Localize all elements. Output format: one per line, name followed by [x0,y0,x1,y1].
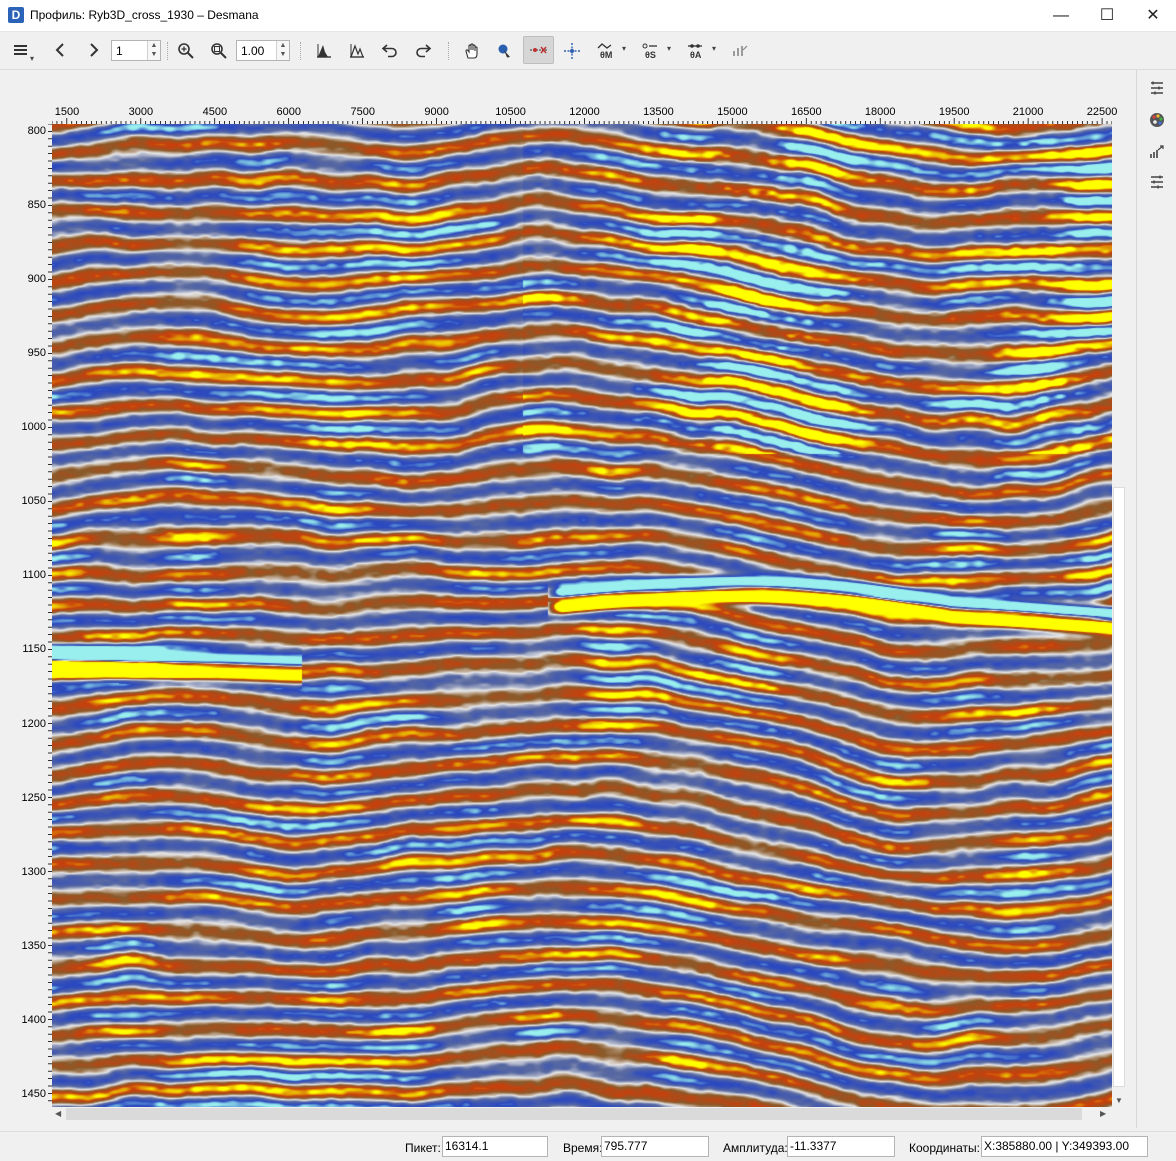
x-tick-label: 10500 [495,106,526,118]
x-tick-label: 7500 [350,106,375,118]
layers-list-icon[interactable] [1147,80,1167,100]
close-button[interactable]: ✕ [1146,7,1160,24]
toolbar: ▾ ▲▼ ▲▼ θM ▾ [0,32,1176,70]
x-tick-label: 21000 [1012,106,1044,118]
undo-icon[interactable] [376,36,404,64]
x-ruler [52,118,1112,124]
seismic-canvas[interactable] [52,124,1112,1107]
y-tick-label: 950 [27,347,46,360]
x-tick-label: 18000 [864,106,896,118]
y-tick-label: 1100 [22,569,46,582]
x-tick-label: 3000 [128,106,154,118]
app-logo-icon: D [8,7,24,23]
x-tick-label: 15000 [717,106,748,118]
peak-icon[interactable] [310,36,338,64]
title-bar: D Профиль: Ryb3D_cross_1930 – Desmana — … [0,0,1176,32]
x-tick-label: 19500 [938,106,970,118]
scroll-down-icon[interactable]: ▼ [1115,1096,1123,1105]
minimize-button[interactable]: — [1053,7,1069,24]
x-tick-label: 12000 [569,106,600,118]
redo-icon[interactable] [409,36,437,64]
x-tick-label: 4500 [202,106,228,118]
menu-caret-icon: ▾ [30,54,35,63]
toolbar-separator [167,42,169,60]
x-tick-label: 9000 [424,106,449,118]
x-tick-label: 1500 [54,106,80,118]
coordinates-field: X:385880.00 | Y:349393.00 [981,1136,1148,1157]
status-bar: Пикет: 16314.1 Время: 795.777 Амплитуда:… [0,1131,1176,1161]
back-icon[interactable] [46,36,74,64]
trough-icon[interactable] [343,36,371,64]
maximize-button[interactable]: ☐ [1099,7,1115,24]
pick-icon[interactable] [491,36,519,64]
svg-text:θA: θA [690,50,702,60]
x-tick-label: 6000 [276,106,302,118]
attribute-a-icon[interactable]: θA [681,36,709,64]
x-tick-label: 22500 [1086,106,1118,118]
y-tick-label: 1250 [21,791,46,804]
y-tick-label: 850 [27,199,46,212]
dropdown-caret-icon[interactable]: ▾ [712,44,717,53]
scale-icon[interactable] [1147,144,1167,164]
coordinates-label: Координаты: [909,1141,980,1155]
y-tick-label: 900 [27,273,46,286]
y-tick-label: 800 [27,125,46,137]
y-tick-label: 1050 [21,495,46,508]
palette-icon[interactable] [1147,112,1167,132]
x-tick-label: 13500 [643,106,674,118]
menu-icon[interactable] [7,36,35,64]
window-title: Профиль: Ryb3D_cross_1930 – Desmana [30,8,259,22]
y-ruler [48,124,52,1102]
settings-small-icon[interactable] [726,36,754,64]
y-tick-label: 1450 [21,1087,46,1100]
scroll-left-icon[interactable]: ◀ [55,1109,62,1118]
horizon-track-icon[interactable] [523,36,554,64]
scroll-right-icon[interactable]: ▶ [1100,1109,1107,1118]
properties-icon[interactable] [1147,174,1167,194]
picket-field: 16314.1 [442,1136,548,1157]
crosshair-icon[interactable] [558,36,586,64]
zoom-stepper[interactable]: ▲▼ [236,40,290,61]
picket-label: Пикет: [405,1141,441,1155]
y-tick-label: 1200 [21,717,46,730]
amplitude-label: Амплитуда: [723,1141,788,1155]
vertical-scroll-thumb[interactable] [1113,487,1125,1087]
y-tick-label: 1000 [21,421,46,434]
toolbar-separator [448,42,450,60]
page-stepper[interactable]: ▲▼ [111,40,161,61]
stepper-arrows-icon[interactable]: ▲ ▼ [147,41,160,60]
seismic-section[interactable] [52,124,1112,1107]
time-label: Время: [563,1141,603,1155]
zoom-fit-icon[interactable] [205,36,233,64]
toolbar-separator [300,42,302,60]
amplitude-field: -11.3377 [787,1136,895,1157]
y-tick-label: 1350 [21,939,46,952]
pan-hand-icon[interactable] [458,36,486,64]
stepper-arrows-icon[interactable]: ▲ ▼ [276,41,289,60]
dropdown-caret-icon[interactable]: ▾ [622,44,627,53]
attribute-m-icon[interactable]: θM [591,36,619,64]
y-tick-label: 1300 [21,865,46,878]
dropdown-caret-icon[interactable]: ▾ [667,44,672,53]
right-panel [1136,70,1176,1128]
y-tick-label: 1150 [22,643,46,656]
zoom-in-icon[interactable] [172,36,200,64]
horizontal-scroll-thumb[interactable] [66,1108,1082,1120]
forward-icon[interactable] [80,36,108,64]
horizontal-scrollbar[interactable]: ◀ ▶ [52,1107,1112,1121]
y-tick-label: 1400 [21,1013,46,1026]
svg-text:θS: θS [645,50,656,60]
vertical-scrollbar[interactable]: ▼ [1112,124,1126,1107]
time-field: 795.777 [601,1136,709,1157]
svg-text:θM: θM [600,50,612,60]
attribute-s-icon[interactable]: θS [636,36,664,64]
x-tick-label: 16500 [791,106,822,118]
